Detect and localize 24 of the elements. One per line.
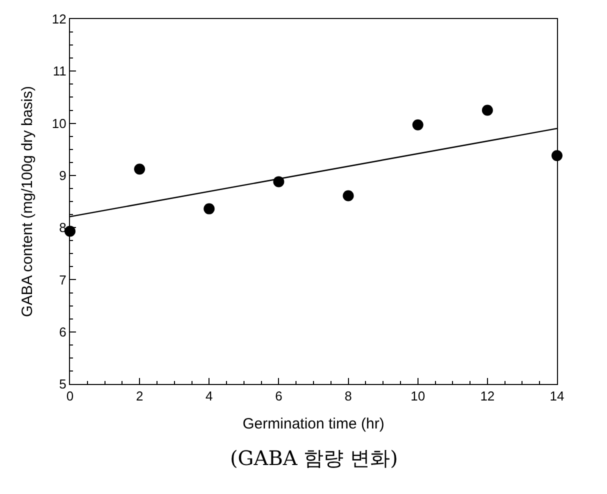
- y-tick-label: 12: [52, 12, 66, 27]
- point: [412, 119, 424, 130]
- y-tick-label: 7: [59, 272, 66, 288]
- x-tick-label: 12: [480, 388, 495, 404]
- x-tick-label: 4: [206, 388, 213, 404]
- y-tick-label: 8: [59, 220, 66, 236]
- point: [204, 203, 215, 214]
- x-axis-title: Germination time (hr): [242, 416, 384, 433]
- y-tick-label: 10: [52, 116, 66, 131]
- point: [342, 190, 354, 202]
- y-tick-label: 6: [59, 324, 66, 340]
- x-tick-label: 0: [66, 388, 74, 404]
- y-tick-label: 9: [59, 168, 66, 183]
- text: (GABA 함량 변화): [230, 446, 398, 470]
- y-tick-label: 11: [52, 64, 66, 79]
- x-tick-label: 8: [344, 388, 352, 404]
- y-tick-label: 5: [59, 376, 66, 392]
- y-axis-title: GABA content (mg/100g dry basis): [19, 86, 36, 317]
- point: [134, 164, 146, 175]
- point: [482, 104, 493, 116]
- x-tick-label: 2: [136, 388, 144, 404]
- x-tick-label: 14: [550, 388, 564, 404]
- x-tick-label: 6: [275, 388, 282, 404]
- x-tick-label: 10: [410, 388, 426, 404]
